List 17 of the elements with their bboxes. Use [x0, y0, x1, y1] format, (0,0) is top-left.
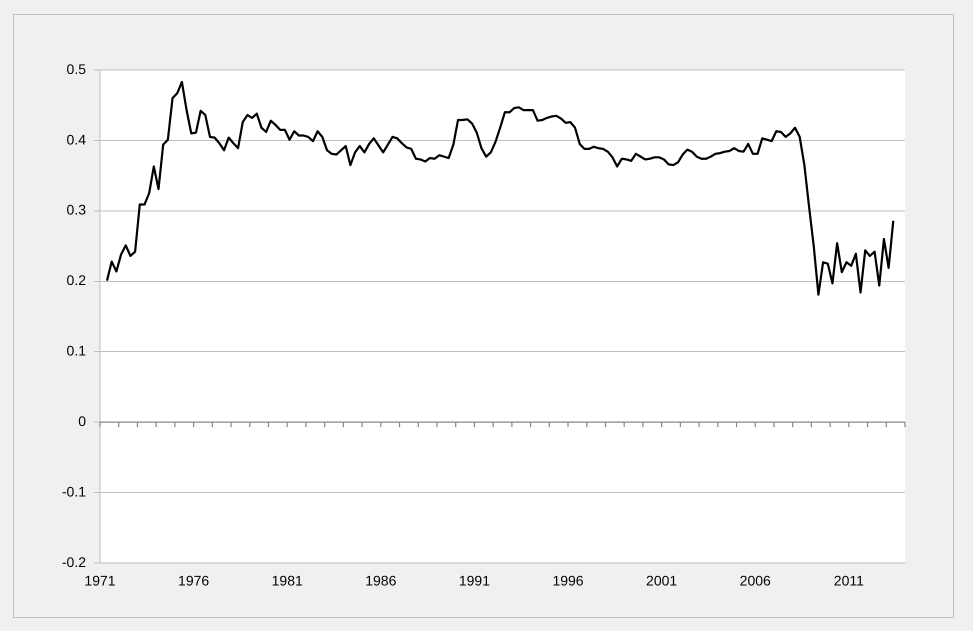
y-tick-label: 0.3 — [66, 202, 86, 218]
y-tick-label: -0.2 — [62, 554, 86, 570]
x-tick-label: 1986 — [365, 572, 397, 588]
x-tick-label: 2001 — [646, 572, 678, 588]
y-tick-label: 0.2 — [66, 272, 86, 288]
x-tick-label: 1991 — [458, 572, 490, 588]
y-tick-label: 0.1 — [66, 342, 86, 359]
y-tick-label: 0.5 — [66, 60, 86, 77]
x-tick-label: 1996 — [552, 572, 584, 588]
y-tick-label: -0.1 — [62, 483, 86, 500]
x-tick-label: 2006 — [740, 572, 772, 588]
x-tick-label: 2011 — [834, 572, 864, 588]
y-tick-label: 0.4 — [66, 131, 86, 148]
x-tick-label: 1976 — [178, 572, 210, 588]
x-tick-label: 1971 — [84, 572, 116, 588]
x-tick-label: 1981 — [272, 572, 303, 588]
y-tick-label: 0 — [78, 413, 86, 429]
